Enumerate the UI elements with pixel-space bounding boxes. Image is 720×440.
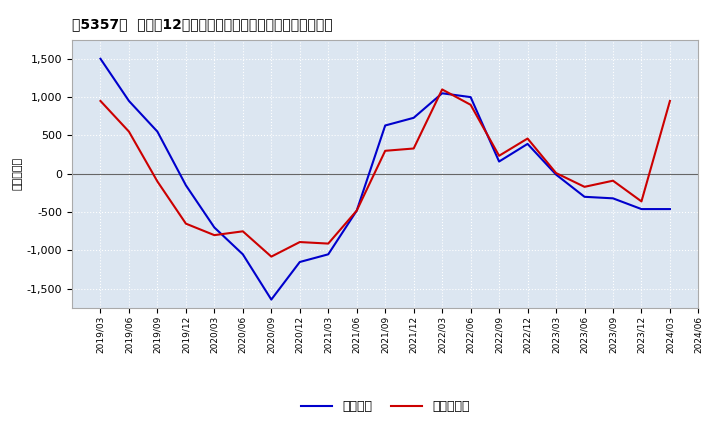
- 当期純利益: [295, 239, 304, 245]
- 経常利益: [324, 252, 333, 257]
- 経常利益: [381, 123, 390, 128]
- 当期純利益: [467, 102, 475, 107]
- 当期純利益: [438, 87, 446, 92]
- 当期純利益: [381, 148, 390, 154]
- 経常利益: [608, 196, 617, 201]
- 当期純利益: [153, 179, 162, 184]
- Legend: 経常利益, 当期純利益: 経常利益, 当期純利益: [301, 400, 469, 413]
- 経常利益: [210, 225, 219, 230]
- 経常利益: [523, 141, 532, 147]
- 当期純利益: [608, 178, 617, 183]
- 当期純利益: [324, 241, 333, 246]
- 経常利益: [181, 183, 190, 188]
- 当期純利益: [181, 221, 190, 226]
- 経常利益: [467, 95, 475, 100]
- 経常利益: [295, 259, 304, 264]
- 当期純利益: [410, 146, 418, 151]
- 経常利益: [580, 194, 589, 199]
- 当期純利益: [523, 136, 532, 141]
- Text: ［5357］  利益の12か月移動合計の対前年同期増減額の推移: ［5357］ 利益の12か月移動合計の対前年同期増減額の推移: [72, 18, 333, 32]
- 当期純利益: [210, 232, 219, 238]
- 経常利益: [125, 98, 133, 103]
- 当期純利益: [352, 208, 361, 213]
- Y-axis label: （百万円）: （百万円）: [13, 157, 22, 191]
- 当期純利益: [267, 254, 276, 259]
- 経常利益: [410, 115, 418, 121]
- 経常利益: [552, 172, 560, 177]
- 当期純利益: [580, 184, 589, 190]
- 経常利益: [637, 206, 646, 212]
- 経常利益: [96, 56, 105, 62]
- 経常利益: [495, 159, 503, 164]
- Line: 経常利益: 経常利益: [101, 59, 670, 300]
- 当期純利益: [96, 98, 105, 103]
- 経常利益: [238, 252, 247, 257]
- 経常利益: [665, 206, 674, 212]
- 当期純利益: [495, 153, 503, 158]
- 当期純利益: [665, 98, 674, 103]
- 当期純利益: [125, 129, 133, 134]
- 当期純利益: [238, 229, 247, 234]
- 当期純利益: [637, 199, 646, 204]
- 経常利益: [267, 297, 276, 302]
- 経常利益: [153, 129, 162, 134]
- 経常利益: [352, 208, 361, 213]
- 当期純利益: [552, 170, 560, 176]
- 経常利益: [438, 91, 446, 96]
- Line: 当期純利益: 当期純利益: [101, 89, 670, 257]
